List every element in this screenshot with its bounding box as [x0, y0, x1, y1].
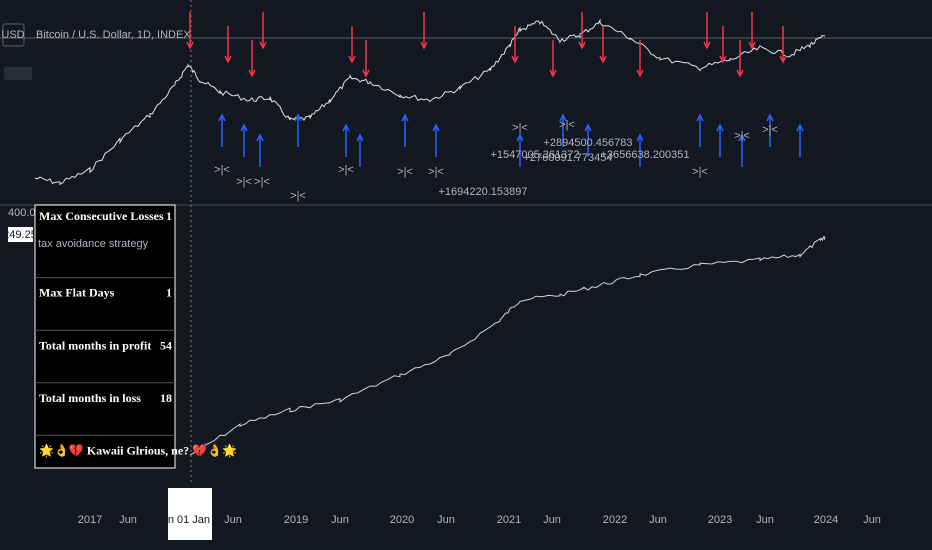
- buy-arrow: [342, 123, 350, 157]
- trade-annotation: +1547005.361372: [490, 149, 579, 161]
- sell-arrow: [362, 40, 370, 78]
- buy-arrow: [636, 133, 644, 167]
- marker-label: >|<: [734, 130, 750, 142]
- x-axis-label: Jun: [543, 514, 561, 526]
- sell-arrow: [719, 26, 727, 64]
- table-value: 18: [160, 391, 172, 405]
- sell-arrow: [578, 12, 586, 50]
- table-cell: Total months in loss: [39, 391, 141, 405]
- x-axis-label: Jun: [224, 514, 242, 526]
- marker-label: >|<: [428, 166, 444, 178]
- buy-arrow: [516, 133, 524, 167]
- buy-arrow: [256, 133, 264, 167]
- buy-arrow: [559, 113, 567, 147]
- sell-arrow: [779, 26, 787, 64]
- marker-label: >|<: [236, 176, 252, 188]
- x-axis-label: 2019: [284, 514, 308, 526]
- table-cell: 🌟👌💔 Kawaii Glrious, ne? 💔👌🌟: [39, 443, 237, 457]
- buy-arrow: [401, 113, 409, 147]
- x-axis-label: 2022: [603, 514, 627, 526]
- table-value: 1: [166, 209, 172, 223]
- sell-arrow: [703, 12, 711, 50]
- x-axis-label: Jun: [331, 514, 349, 526]
- sell-arrow: [224, 26, 232, 64]
- buy-arrow: [796, 123, 804, 157]
- date-highlight: [168, 488, 212, 540]
- sell-arrow: [248, 40, 256, 78]
- marker-label: >|<: [512, 122, 528, 134]
- buy-arrow: [716, 123, 724, 157]
- strategy-name: tax avoidance strategy: [38, 238, 149, 250]
- marker-label: >|<: [559, 119, 575, 131]
- buy-arrow: [584, 123, 592, 157]
- table-value: 54: [160, 338, 172, 352]
- sell-arrow: [748, 12, 756, 50]
- x-axis-label: 2021: [497, 514, 521, 526]
- sell-arrow: [420, 12, 428, 50]
- table-value: 1: [166, 286, 172, 300]
- buy-arrow: [240, 123, 248, 157]
- marker-label: >|<: [397, 166, 413, 178]
- scale-label: 400.00: [8, 207, 42, 219]
- sell-arrow: [348, 26, 356, 64]
- buy-arrow: [218, 113, 226, 147]
- marker-label: >|<: [290, 190, 306, 202]
- badge: [4, 67, 32, 80]
- trade-annotation: +2894500.456783: [543, 137, 632, 149]
- table-cell: Max Flat Days: [39, 286, 115, 300]
- trade-annotation: +1694220.153897: [438, 186, 527, 198]
- marker-label: >|<: [254, 176, 270, 188]
- stats-table: [34, 204, 176, 469]
- x-axis-label: Jun: [863, 514, 881, 526]
- x-axis-label: 2023: [708, 514, 732, 526]
- x-axis-label: Jun: [119, 514, 137, 526]
- sell-arrow: [549, 40, 557, 78]
- x-axis-label: Mon 01 Jan '18: [153, 514, 228, 526]
- table-cell: Total months in profit: [39, 338, 151, 352]
- table-cell: Max Consecutive Losses: [39, 209, 164, 223]
- marker-label: >|<: [214, 164, 230, 176]
- equity-curve: [189, 235, 826, 456]
- buy-arrow: [356, 133, 364, 167]
- trade-annotation: +2760091.773454: [523, 152, 612, 164]
- x-axis-label: 2020: [390, 514, 414, 526]
- currency: USD: [1, 29, 24, 41]
- buy-arrow: [696, 113, 704, 147]
- marker-label: >|<: [692, 166, 708, 178]
- marker-label: >|<: [338, 164, 354, 176]
- x-axis-label: Jun: [649, 514, 667, 526]
- x-axis-label: Jun: [756, 514, 774, 526]
- buy-arrow: [766, 113, 774, 147]
- buy-arrow: [432, 123, 440, 157]
- buy-arrow: [294, 113, 302, 147]
- price-label-box: [8, 227, 33, 242]
- symbol: Bitcoin / U.S. Dollar, 1D, INDEX: [36, 29, 191, 41]
- price-label: 249.25: [3, 229, 37, 241]
- sell-arrow: [636, 40, 644, 78]
- x-axis-label: Jun: [437, 514, 455, 526]
- sell-arrow: [511, 26, 519, 64]
- trade-annotation: +3656638.200351: [600, 149, 689, 161]
- x-axis-label: 2017: [78, 514, 102, 526]
- sell-arrow: [736, 40, 744, 78]
- sell-arrow: [599, 26, 607, 64]
- x-axis-label: 2024: [814, 514, 838, 526]
- buy-arrow: [738, 133, 746, 167]
- sell-arrow: [259, 12, 267, 50]
- sell-arrow: [186, 12, 194, 50]
- price-curve: [34, 18, 826, 186]
- marker-label: >|<: [762, 124, 778, 136]
- currency-box[interactable]: [2, 23, 25, 47]
